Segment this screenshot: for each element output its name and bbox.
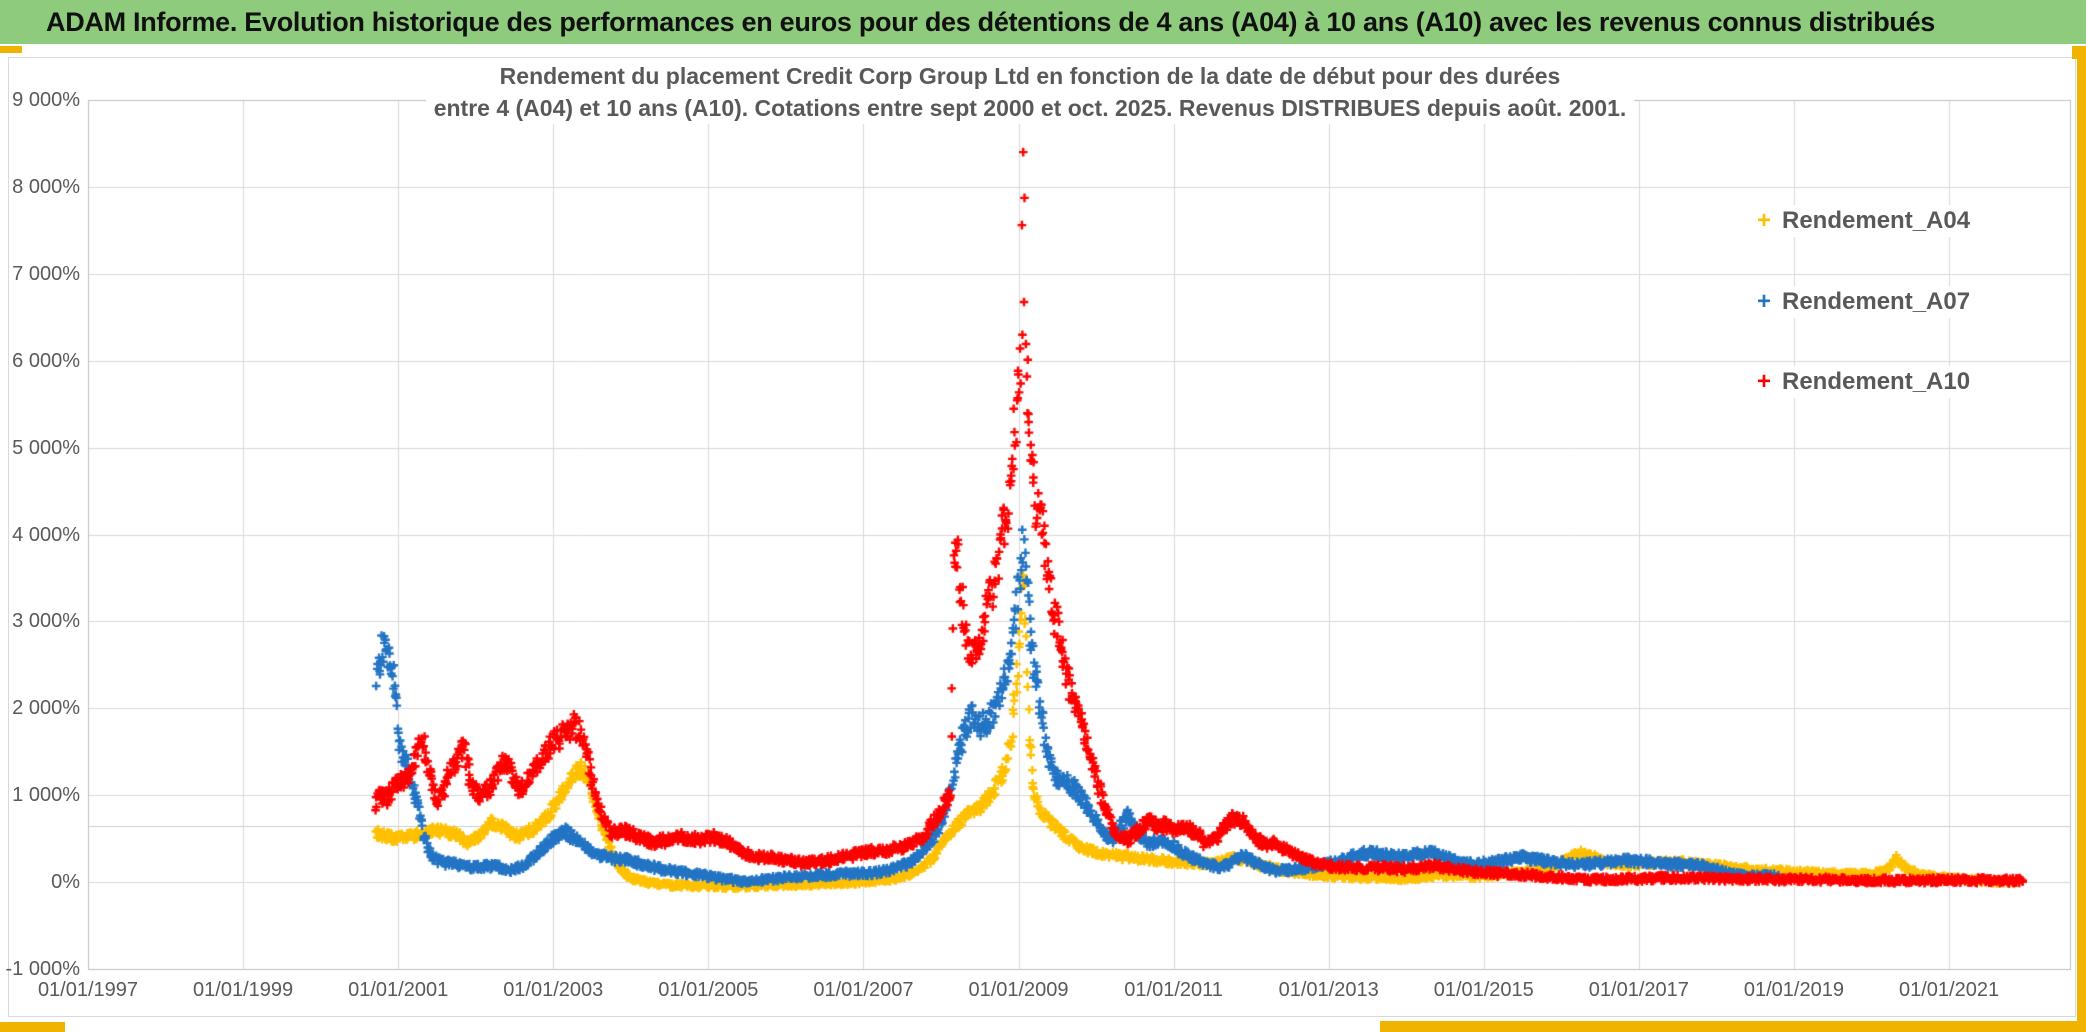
- y-tick-label: 3 000%: [12, 610, 80, 633]
- x-tick-label: 01/01/2017: [1588, 979, 1689, 1001]
- x-tick-label: 01/01/2001: [348, 979, 449, 1001]
- accent-top-left: [0, 46, 22, 53]
- y-tick-label: 6 000%: [12, 349, 80, 372]
- x-tick-label: 01/01/2005: [658, 979, 759, 1001]
- y-tick-label: 8 000%: [12, 175, 80, 198]
- y-tick-label: 4 000%: [12, 523, 80, 546]
- x-tick-label: 01/01/2013: [1278, 979, 1379, 1001]
- x-tick-label: 01/01/2021: [1898, 979, 2000, 1001]
- legend-label: Rendement_A10: [1782, 368, 1971, 395]
- legend-marker-icon: +: [1756, 207, 1771, 234]
- y-tick-label: 7 000%: [12, 262, 80, 285]
- x-tick-label: 01/01/1997: [37, 979, 139, 1001]
- legend-entry-rendement_a10[interactable]: + Rendement_A10: [1748, 366, 1981, 398]
- legend-marker-icon: +: [1756, 368, 1771, 395]
- y-tick-label: -1 000%: [5, 958, 81, 980]
- legend-label: Rendement_A07: [1782, 288, 1971, 315]
- legend-entry-rendement_a07[interactable]: + Rendement_A07: [1748, 286, 1981, 318]
- y-tick-label: 1 000%: [12, 784, 80, 807]
- y-tick-label: 9 000%: [12, 89, 80, 111]
- y-tick-label: 2 000%: [12, 697, 80, 720]
- x-tick-label: 01/01/2019: [1743, 979, 1844, 1001]
- x-tick-label: 01/01/2015: [1433, 979, 1534, 1001]
- chart-title-line2: entre 4 (A04) et 10 ans (A10). Cotations…: [425, 92, 1635, 124]
- x-tick-label: 01/01/2009: [968, 979, 1069, 1001]
- y-tick-label: 5 000%: [12, 436, 80, 459]
- chart-title: Rendement du placement Credit Corp Group…: [0, 60, 2060, 124]
- x-tick-label: 01/01/2011: [1124, 979, 1223, 1001]
- x-tick-label: 01/01/2003: [503, 979, 604, 1001]
- legend-marker-icon: +: [1756, 288, 1771, 315]
- x-tick-label: 01/01/2007: [813, 979, 914, 1001]
- x-tick-label: 01/01/1999: [193, 979, 294, 1001]
- banner-title: ADAM Informe. Evolution historique des p…: [46, 6, 1936, 37]
- accent-bottom-right-strip: [1380, 1021, 2086, 1032]
- legend-label: Rendement_A04: [1782, 207, 1971, 234]
- y-tick-label: 0%: [51, 871, 80, 894]
- accent-right-strip: [2077, 52, 2086, 1032]
- legend-entry-rendement_a04[interactable]: + Rendement_A04: [1748, 205, 1981, 237]
- accent-bottom-left: [0, 1022, 65, 1032]
- chart-title-line1: Rendement du placement Credit Corp Group…: [491, 60, 1569, 92]
- header-banner: ADAM Informe. Evolution historique des p…: [0, 0, 2086, 44]
